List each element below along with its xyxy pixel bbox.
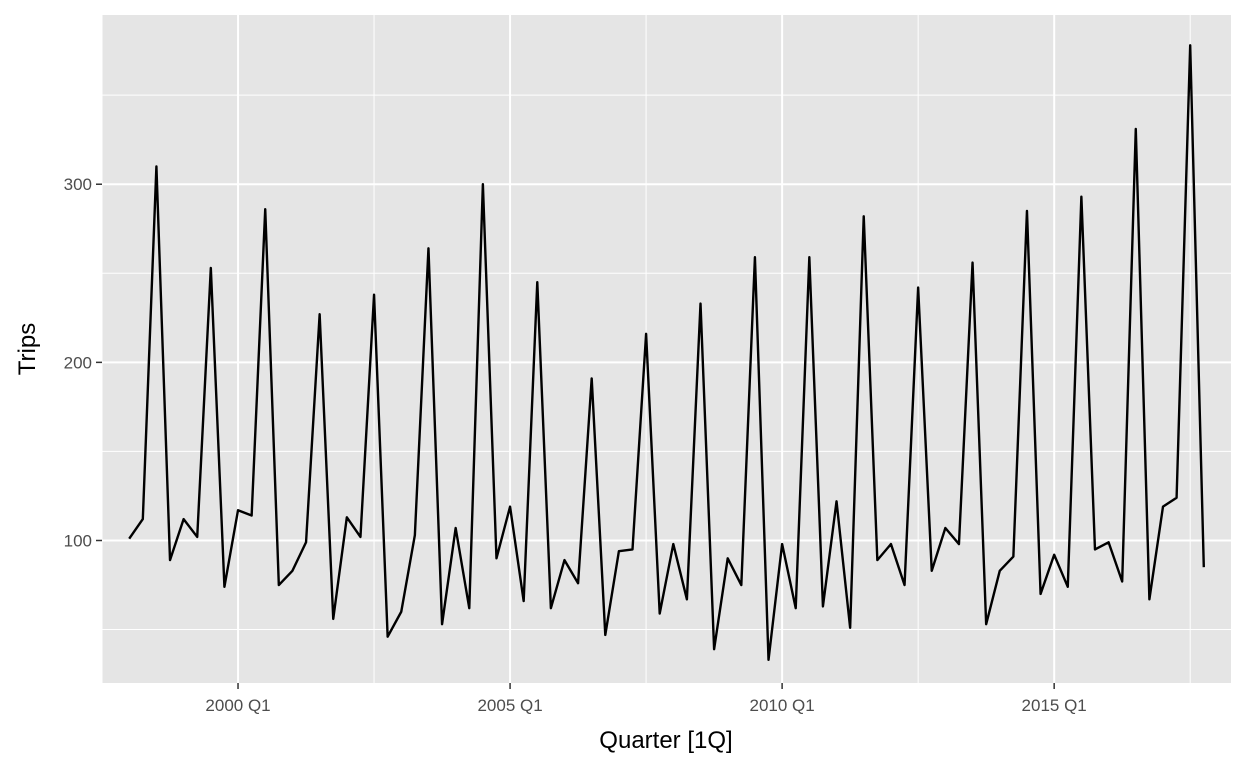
- minor-gridlines: [101, 15, 1231, 683]
- y-axis-title: Trips: [14, 323, 41, 375]
- y-tick-label: 200: [64, 353, 92, 372]
- series-line: [128, 44, 1205, 662]
- major-gridlines: [102, 15, 1231, 683]
- x-tick-label: 2005 Q1: [477, 696, 542, 715]
- y-axis: 100 200 300: [64, 175, 102, 550]
- x-tick-label: 2015 Q1: [1022, 696, 1087, 715]
- y-tick-label: 300: [64, 175, 92, 194]
- x-axis: 2000 Q1 2005 Q1 2010 Q1 2015 Q1: [205, 683, 1087, 715]
- x-axis-title: Quarter [1Q]: [599, 727, 732, 754]
- y-tick-label: 100: [64, 531, 92, 550]
- x-tick-label: 2000 Q1: [205, 696, 270, 715]
- x-tick-label: 2010 Q1: [750, 696, 815, 715]
